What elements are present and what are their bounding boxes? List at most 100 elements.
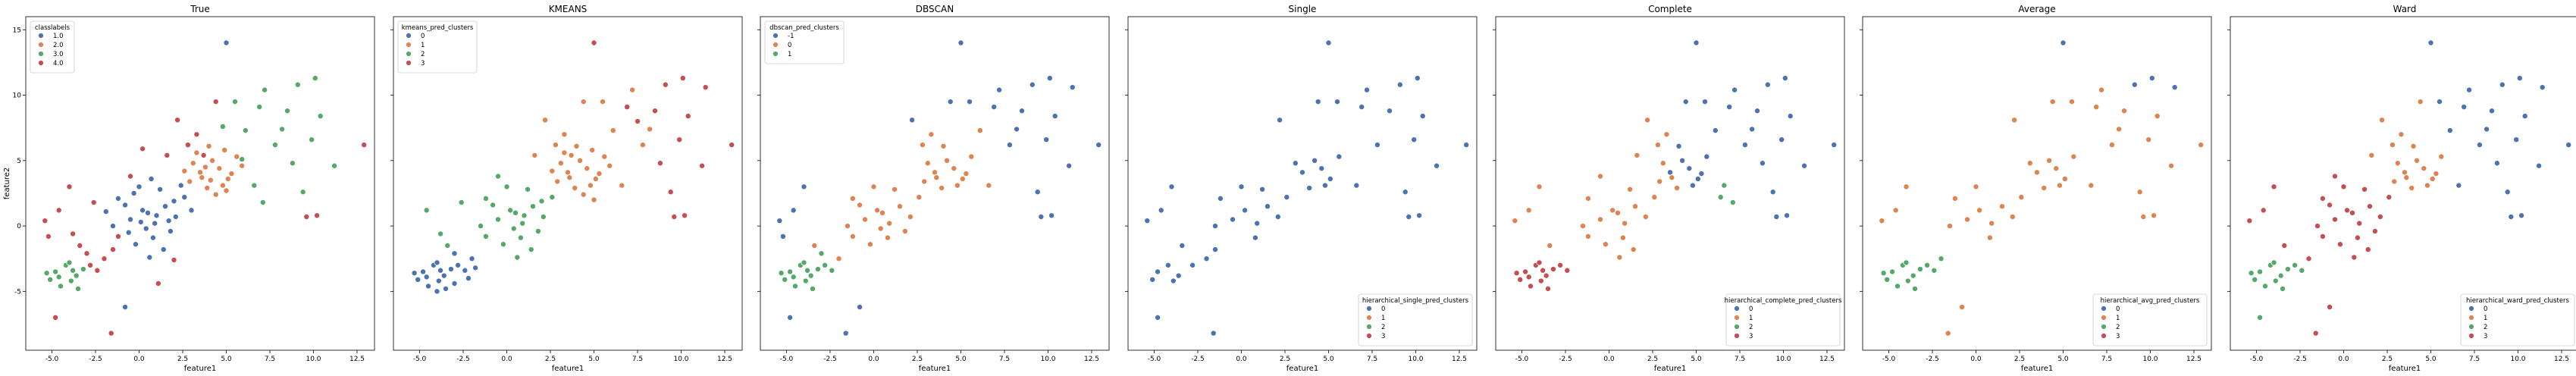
legend-title: hierarchical_complete_pred_clusters [1725,297,1842,305]
legend-marker [2101,324,2107,330]
data-point [2314,223,2321,230]
data-point [2421,165,2427,172]
data-point [148,175,155,182]
x-tick-label: 12.5 [1084,356,1099,363]
data-point [1416,212,1423,219]
data-point [1419,113,1426,120]
data-point [219,123,226,130]
data-point [517,234,524,241]
x-tick-label: 5.0 [1323,356,1334,363]
data-point [2281,242,2288,249]
x-tick-label: 12.5 [1452,356,1467,363]
data-point [2508,213,2515,220]
data-point [967,99,973,105]
data-point [1540,267,1547,274]
data-point [1547,242,1553,249]
x-tick-label: 5.0 [221,356,232,363]
data-point [1525,274,1532,280]
data-point [137,218,144,225]
data-point [1259,186,1266,193]
series-2 [1880,255,1945,292]
data-point [629,86,636,93]
data-point [1959,304,1966,311]
x-tick-label: -2.5 [823,356,837,363]
data-point [186,178,193,185]
x-tick-label: -2.5 [1559,356,1572,363]
data-point [2246,218,2253,224]
data-point [221,146,228,153]
data-point [2379,117,2386,124]
data-point [196,169,203,176]
data-point [1217,195,1224,202]
data-point [1321,182,1328,189]
data-point [802,277,809,284]
data-point [1513,270,1520,277]
data-point [2499,81,2505,88]
data-point [959,175,966,182]
data-point [90,199,97,206]
data-point [83,250,90,257]
data-point [2248,270,2255,277]
legend-title: hierarchical_ward_pred_clusters [2466,297,2570,305]
data-point [2466,86,2473,93]
data-point [1364,86,1371,93]
data-point [136,183,143,190]
data-point [1703,153,1710,160]
data-point [624,104,631,111]
y-axis-label: feature2 [3,168,11,199]
data-point [1212,246,1219,253]
data-point [1277,117,1283,124]
data-point [2331,173,2338,180]
data-point [139,146,146,152]
data-point [152,220,158,227]
data-point [510,225,517,232]
data-point [495,216,502,223]
data-point [862,216,869,223]
data-point [1230,216,1236,223]
data-point [1512,218,1518,224]
data-point [177,182,184,189]
data-point [907,213,914,220]
legend-box [764,20,845,64]
data-point [2270,183,2277,190]
axes-frame [1862,16,2212,351]
data-point [1522,268,1529,275]
legend-entry: 4.0 [53,60,64,67]
data-point [256,104,263,111]
data-point [139,207,146,214]
data-point [2151,212,2158,219]
data-point [1545,285,1552,292]
data-point [1353,182,1360,189]
data-point [2252,276,2258,283]
data-point [976,127,983,134]
legend-entry: 3 [421,60,425,67]
data-point [2391,178,2398,185]
data-point [70,267,77,274]
legend-marker [772,33,779,39]
data-point [482,233,489,240]
x-axis-label: feature1 [1286,365,1318,373]
data-point [2327,202,2333,208]
data-point [451,280,458,287]
data-point [425,283,432,290]
data-point [951,165,957,172]
data-point [2433,171,2440,177]
data-point [1884,276,1891,283]
data-point [782,276,788,283]
data-point [423,274,430,280]
series-3 [2246,173,2393,337]
data-point [874,207,881,214]
data-point [1155,268,1161,275]
data-point [842,330,849,337]
data-point [572,185,578,192]
data-point [1292,160,1299,167]
data-point [1334,99,1341,105]
data-point [596,171,603,177]
data-point [2389,142,2396,149]
data-point [444,242,451,249]
x-tick-label: 7.5 [632,356,643,363]
axes-frame [1127,16,1478,351]
data-point [1434,162,1440,169]
legend-marker [1734,333,1740,339]
legend-title: hierarchical_avg_pred_clusters [2101,297,2200,305]
